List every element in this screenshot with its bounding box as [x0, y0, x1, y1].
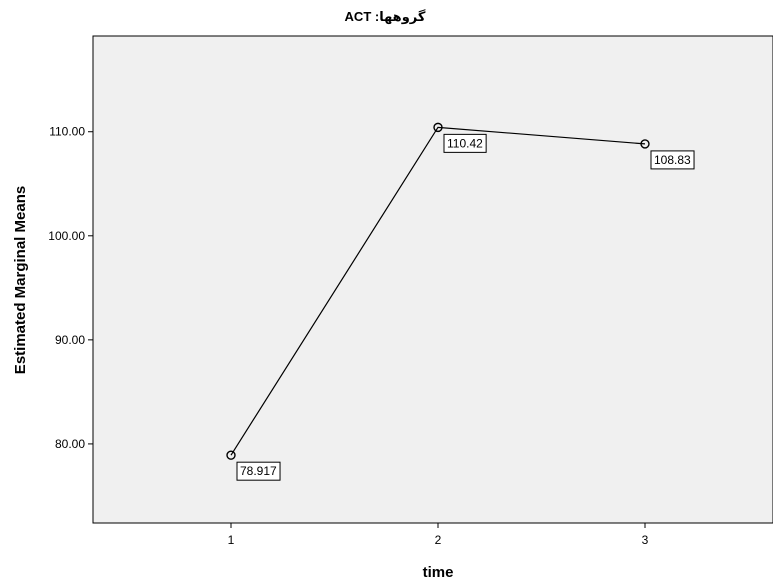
- y-tick-label: 90.00: [55, 333, 85, 347]
- data-point-marker: [433, 122, 443, 133]
- y-tick-label: 80.00: [55, 437, 85, 451]
- data-label-box: [443, 133, 487, 153]
- data-label-box: [650, 150, 695, 170]
- x-axis: 1 2 3: [228, 523, 649, 547]
- x-tick-label: 3: [642, 533, 649, 547]
- x-tick-label: 1: [228, 533, 235, 547]
- data-label-text: 108.83: [654, 153, 691, 167]
- y-tick-label: 100.00: [48, 229, 85, 243]
- chart-title: ACT :گروهها: [345, 9, 426, 24]
- data-point-marker: [226, 450, 236, 460]
- series-line: [230, 126, 646, 456]
- data-labels: 78.917 110.42 108.83: [236, 133, 695, 481]
- series-layer: [226, 122, 650, 460]
- data-label-text: 110.42: [447, 136, 483, 150]
- x-tick-label: 2: [435, 533, 442, 547]
- data-label-text: 78.917: [240, 464, 277, 478]
- data-label: 108.83: [650, 150, 695, 170]
- x-axis-title: time: [423, 564, 454, 580]
- plot-area: [92, 35, 773, 524]
- data-label: 78.917: [236, 461, 281, 481]
- y-tick-label: 110.00: [49, 125, 85, 139]
- data-point-marker: [640, 139, 650, 149]
- y-axis: 80.00 90.00 100.00 110.00: [48, 125, 93, 451]
- data-label-box: [236, 461, 281, 481]
- data-label: 110.42: [443, 133, 487, 153]
- y-axis-title: Estimated Marginal Means: [12, 186, 29, 374]
